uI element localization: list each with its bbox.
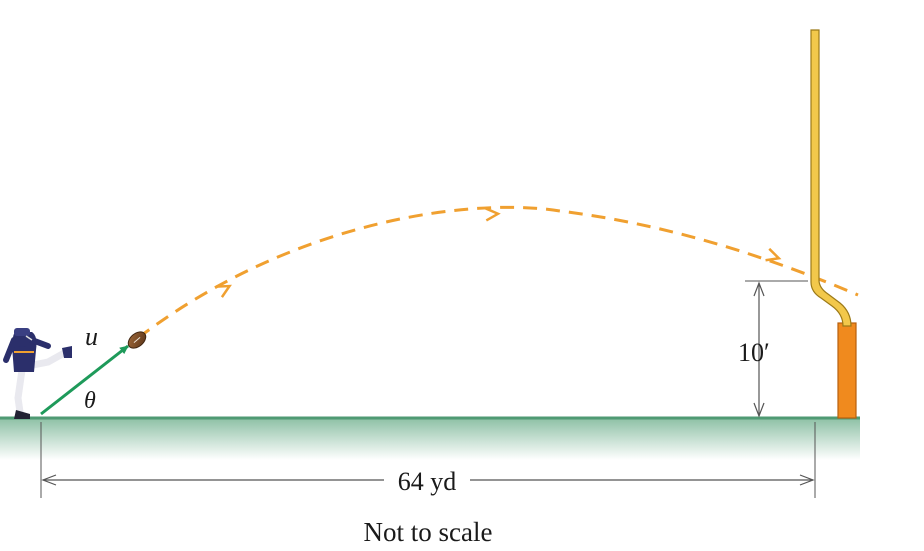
height-arrow-top <box>753 281 765 297</box>
goalpost-icon <box>810 29 857 419</box>
distance-arrow-right <box>799 474 815 486</box>
trajectory-arrow-2 <box>485 207 501 222</box>
post-pad <box>837 322 857 419</box>
height-arrow-bottom <box>753 402 765 418</box>
football-kicker-figure-icon <box>3 328 72 419</box>
distance-arrow-left <box>41 474 57 486</box>
football-icon <box>127 331 147 349</box>
ground-fade <box>0 418 860 460</box>
goalpost-upright <box>810 29 852 327</box>
height-label: 10′ <box>738 338 770 367</box>
not-to-scale-note: Not to scale <box>364 517 493 547</box>
trajectory-arrow-1 <box>216 284 232 298</box>
velocity-label: u <box>85 322 98 351</box>
trajectory-arrow-3 <box>765 247 782 262</box>
trajectory-path <box>137 205 859 340</box>
angle-label: θ <box>84 388 96 414</box>
distance-label: 64 yd <box>398 467 457 496</box>
velocity-vector <box>40 344 129 416</box>
